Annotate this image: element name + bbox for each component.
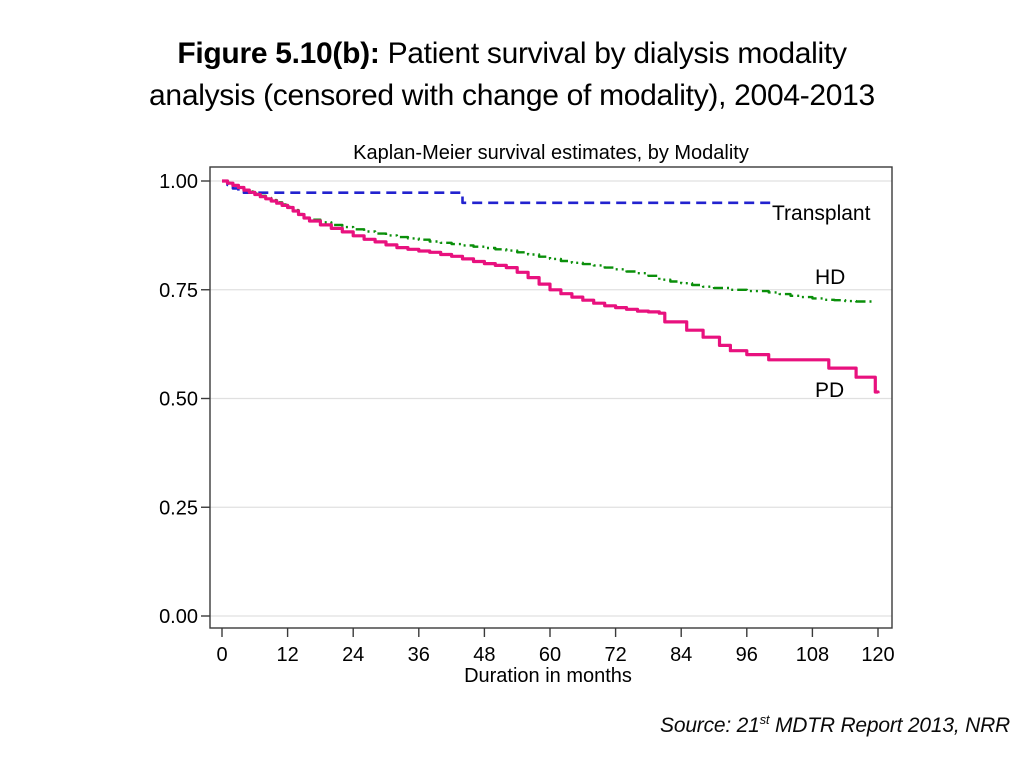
series-label-pd: PD	[815, 379, 844, 402]
x-tick-label: 108	[796, 644, 829, 666]
x-tick-label: 48	[473, 644, 495, 666]
series-label-transplant: Transplant	[772, 202, 871, 225]
y-tick-label: 0.75	[159, 280, 198, 302]
y-tick-label: 0.25	[159, 497, 198, 519]
series-label-hd: HD	[815, 266, 845, 289]
source-text-suffix: MDTR Report 2013, NRR	[769, 714, 1010, 737]
source-text-prefix: Source: 21	[660, 714, 760, 737]
x-tick-label: 60	[539, 644, 561, 666]
x-tick-label: 0	[216, 644, 227, 666]
figure-title-line2: analysis (censored with change of modali…	[149, 79, 875, 112]
series-line-pd	[222, 179, 880, 394]
x-tick-label: 36	[408, 644, 430, 666]
source-superscript: st	[759, 712, 770, 727]
figure-title-line1: Figure 5.10(b): Patient survival by dial…	[0, 33, 1024, 75]
plot-box	[209, 166, 893, 629]
x-tick-label: 120	[861, 644, 894, 666]
x-tick-label: 84	[670, 644, 692, 666]
source-note: Source: 21st MDTR Report 2013, NRR	[660, 712, 1010, 738]
x-tick-label: 12	[276, 644, 298, 666]
figure-title: Figure 5.10(b): Patient survival by dial…	[0, 33, 1024, 117]
figure-title-number: Figure 5.10(b):	[177, 37, 380, 70]
y-tick-label: 0.50	[159, 389, 198, 411]
series-line-transplant	[222, 179, 775, 205]
x-axis-label: Duration in months	[464, 665, 632, 687]
y-tick-label: 0.00	[159, 606, 198, 628]
x-tick-label: 72	[604, 644, 626, 666]
figure-title-text: Patient survival by dialysis modality	[379, 37, 847, 70]
y-tick-label: 1.00	[159, 171, 198, 193]
x-tick-label: 96	[736, 644, 758, 666]
chart-subtitle: Kaplan-Meier survival estimates, by Moda…	[353, 142, 749, 164]
x-tick-label: 24	[342, 644, 364, 666]
